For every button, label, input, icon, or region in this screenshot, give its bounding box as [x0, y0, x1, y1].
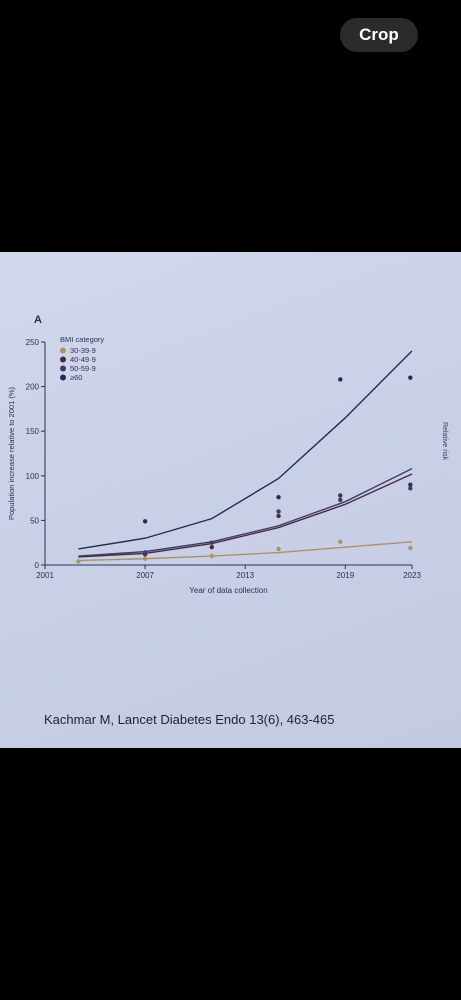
series-line-4: [78, 350, 413, 550]
legend-marker: [60, 356, 66, 363]
data-point: [408, 482, 413, 487]
line-chart: 0 50 100 150 200 250 2001 2007 2013 2019 2023 Year …: [7, 335, 421, 595]
data-point: [209, 553, 215, 559]
data-point: [338, 377, 343, 382]
data-point: [276, 509, 281, 514]
legend-entry: 30-39·9: [70, 346, 96, 355]
data-point: [408, 545, 413, 551]
y-tick-label: 0: [35, 561, 40, 570]
citation-caption: Kachmar M, Lancet Diabetes Endo 13(6), 4…: [44, 712, 335, 727]
data-point: [408, 375, 413, 380]
x-tick-label: 2023: [403, 571, 421, 580]
x-axis-label: Year of data collection: [189, 586, 267, 595]
legend-marker: [60, 374, 66, 381]
legend-title: BMI category: [60, 335, 104, 344]
data-point: [276, 513, 281, 519]
data-point: [142, 556, 148, 561]
data-point: [209, 540, 215, 545]
series-line-1: [78, 541, 413, 562]
legend-entry: 40-49·9: [70, 355, 96, 364]
data-point: [142, 519, 148, 524]
data-point: [209, 544, 215, 550]
x-tick-label: 2007: [136, 571, 154, 580]
y-tick-label: 50: [30, 516, 39, 525]
data-point: [276, 495, 281, 500]
crop-button[interactable]: Crop: [340, 18, 418, 52]
photo-preview: A 0 50 100 150 200 250 2001 2007 2013 2019 2023 Yea…: [0, 252, 461, 748]
legend-entry: ≥60: [70, 373, 82, 382]
y-tick-label: 250: [26, 338, 40, 347]
data-point: [408, 486, 413, 491]
legend-marker: [60, 347, 66, 354]
legend-marker: [60, 365, 66, 372]
legend-entry: 50-59·9: [70, 364, 96, 373]
side-panel-label-fragment: Relative risk: [441, 422, 448, 461]
series-line-2: [78, 473, 413, 558]
series-line-3: [78, 468, 413, 557]
data-point: [76, 559, 81, 564]
panel-letter: A: [34, 314, 42, 326]
x-tick-label: 2013: [236, 571, 254, 580]
y-tick-label: 200: [26, 383, 40, 392]
x-tick-label: 2019: [336, 571, 354, 580]
data-point: [338, 539, 343, 545]
data-point: [276, 546, 281, 552]
y-tick-label: 100: [26, 472, 40, 481]
data-point: [338, 497, 343, 503]
y-axis-label: Population increase relative to 2001 (%): [7, 387, 16, 520]
x-tick-label: 2001: [36, 571, 54, 580]
data-point: [142, 550, 148, 555]
data-point: [338, 493, 343, 498]
y-tick-label: 150: [26, 427, 40, 436]
